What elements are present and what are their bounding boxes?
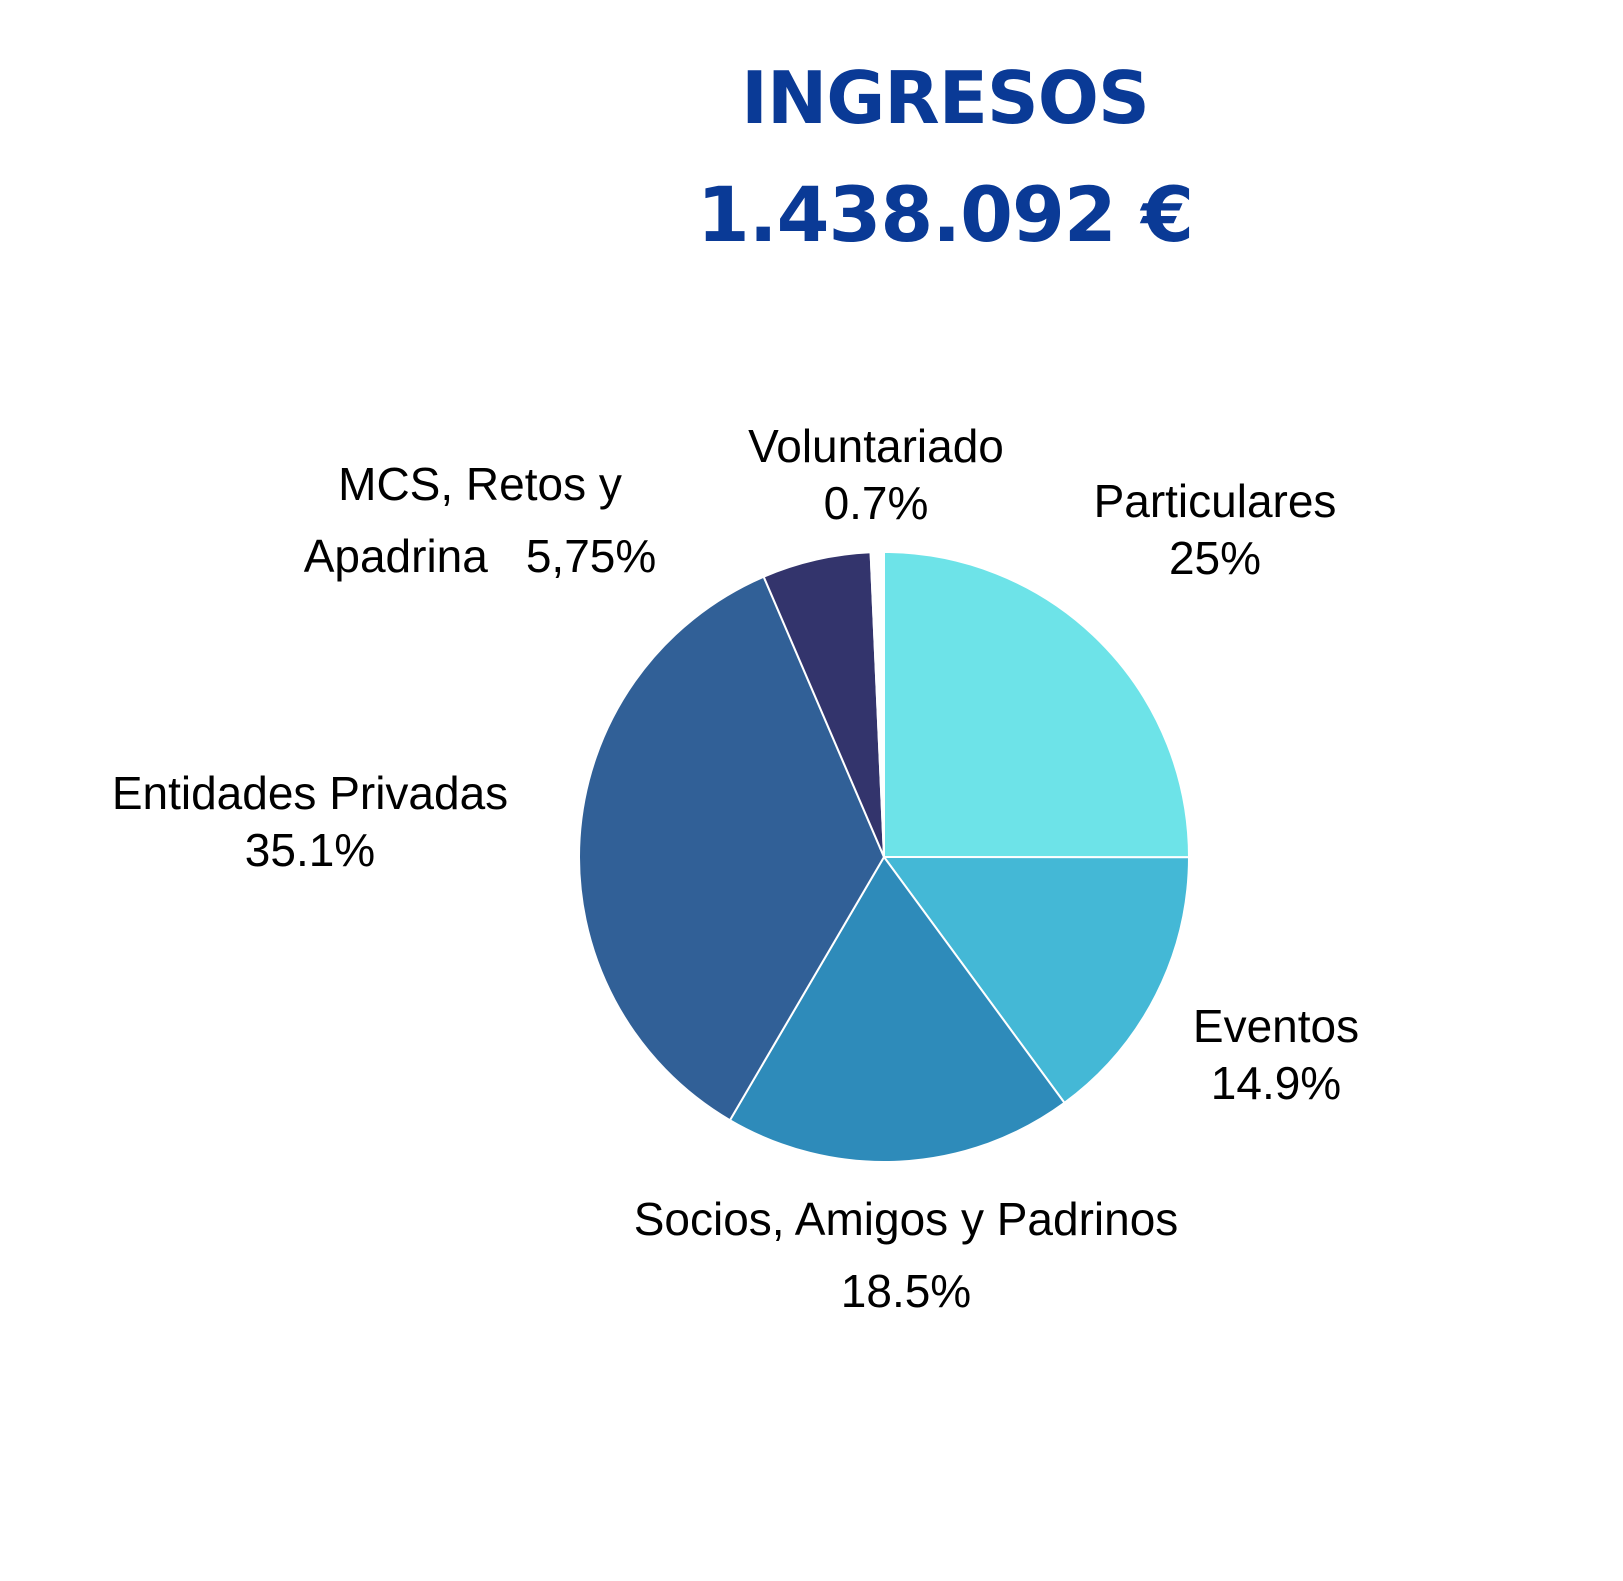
slice-voluntariado <box>869 550 885 858</box>
label-mcs: MCS, Retos y Apadrina 5,75% <box>270 448 690 592</box>
label-eventos-value: 14.9% <box>1210 1057 1342 1109</box>
label-particulares-value: 25% <box>1168 532 1262 584</box>
label-mcs-line2: Apadrina 5,75% <box>270 520 690 592</box>
label-eventos: Eventos 14.9% <box>1160 998 1392 1112</box>
label-mcs-name-rest: Apadrina <box>303 530 488 582</box>
total-amount: 1.438.092 € <box>696 170 1194 259</box>
label-entidades: Entidades Privadas 35.1% <box>50 765 570 879</box>
label-mcs-line1: MCS, Retos y <box>338 458 622 510</box>
label-entidades-value: 35.1% <box>244 824 376 876</box>
slice-eventos <box>882 855 1191 1105</box>
label-mcs-value: 5,75% <box>525 530 657 582</box>
label-voluntariado-name: Voluntariado <box>748 420 1004 472</box>
slice-socios <box>728 855 1066 1163</box>
label-socios-value: 18.5% <box>840 1265 972 1317</box>
label-voluntariado-value: 0.7% <box>823 477 929 529</box>
label-voluntariado: Voluntariado 0.7% <box>700 418 1052 532</box>
label-entidades-name: Entidades Privadas <box>111 767 509 819</box>
slice-particulares <box>883 550 1191 859</box>
chart-title: INGRESOS <box>741 56 1150 140</box>
label-particulares: Particulares 25% <box>1060 473 1370 587</box>
label-particulares-name: Particulares <box>1093 475 1337 527</box>
label-socios-name: Socios, Amigos y Padrinos <box>633 1193 1179 1245</box>
slice-entidades <box>578 575 886 1122</box>
label-eventos-name: Eventos <box>1192 1000 1360 1052</box>
label-socios: Socios, Amigos y Padrinos 18.5% <box>556 1183 1256 1327</box>
